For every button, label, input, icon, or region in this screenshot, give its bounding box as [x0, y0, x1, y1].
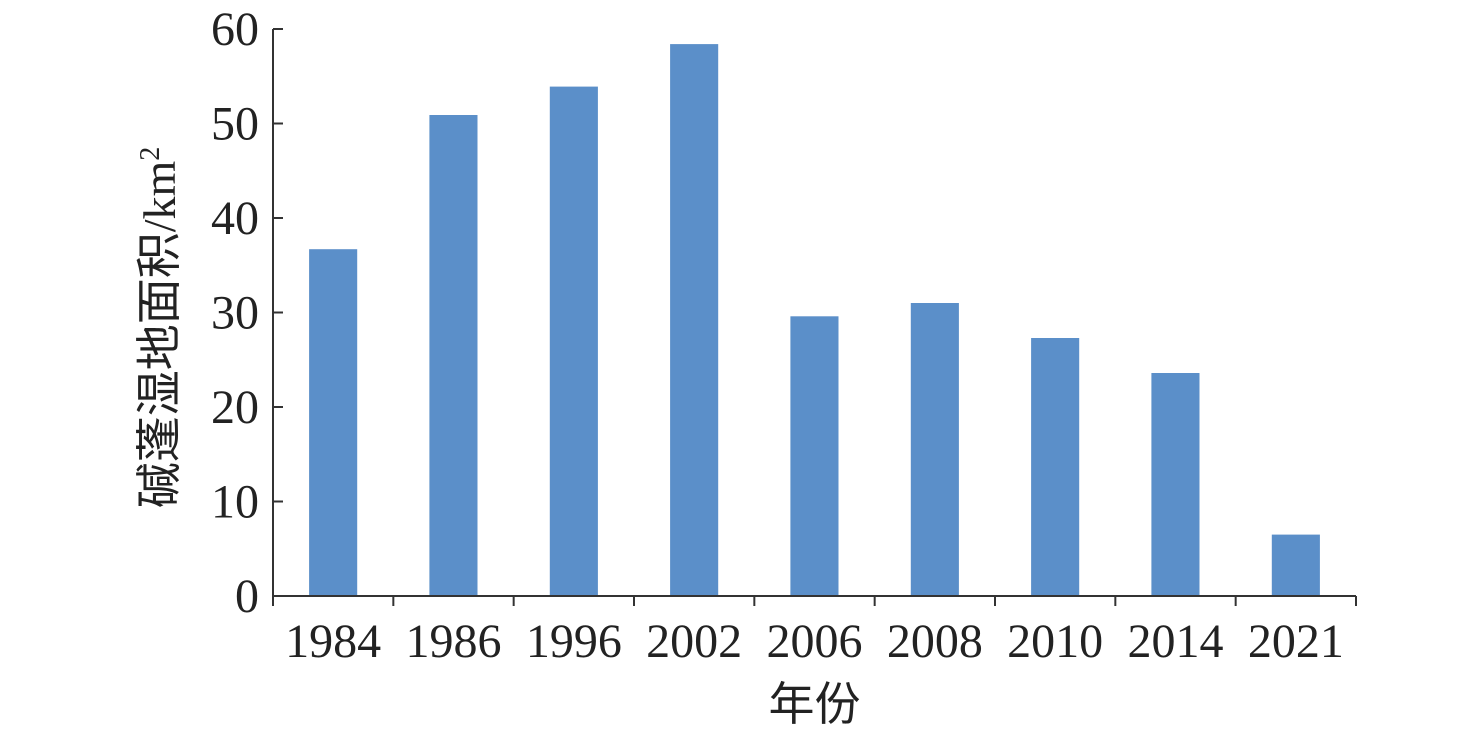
bar-1986 [429, 115, 478, 596]
bar-2014 [1151, 373, 1200, 596]
y-axis-title-main: 碱蓬湿地面积/km [134, 161, 185, 509]
x-tick-label: 2006 [767, 615, 863, 668]
x-tick-label: 2008 [887, 615, 983, 668]
bar-1996 [549, 86, 598, 596]
y-tick-label: 60 [211, 3, 259, 56]
y-tick-label: 50 [211, 98, 259, 151]
x-tick-label: 2014 [1128, 615, 1224, 668]
x-tick-label: 2010 [1007, 615, 1103, 668]
x-tick-label: 2021 [1248, 615, 1344, 668]
bar-1984 [309, 249, 358, 596]
bars-group [309, 44, 1320, 597]
bar-2010 [1031, 338, 1080, 596]
y-tick-label: 0 [235, 570, 259, 623]
x-axis-title: 年份 [769, 679, 861, 730]
x-tick-label: 1996 [526, 615, 622, 668]
y-tick-label: 10 [211, 476, 259, 529]
y-tick-label: 30 [211, 287, 259, 340]
x-tick-label: 1984 [285, 615, 381, 668]
x-tick-label: 2002 [646, 615, 742, 668]
bar-2006 [790, 316, 839, 596]
y-tick-label: 40 [211, 192, 259, 245]
y-tick-label: 20 [211, 381, 259, 434]
bar-2008 [910, 303, 959, 596]
x-ticks-group: 1984 1986 1996 2002 2006 2008 2010 2014 2021 [272, 596, 1357, 668]
y-ticks-group: 0 10 20 30 40 50 60 [211, 3, 283, 623]
bar-2002 [670, 44, 719, 597]
bar-2021 [1271, 534, 1320, 596]
y-axis-title-superscript: 2 [135, 147, 166, 161]
y-axis-title: 碱蓬湿地面积/km2 [134, 147, 185, 509]
x-tick-label: 1986 [406, 615, 502, 668]
